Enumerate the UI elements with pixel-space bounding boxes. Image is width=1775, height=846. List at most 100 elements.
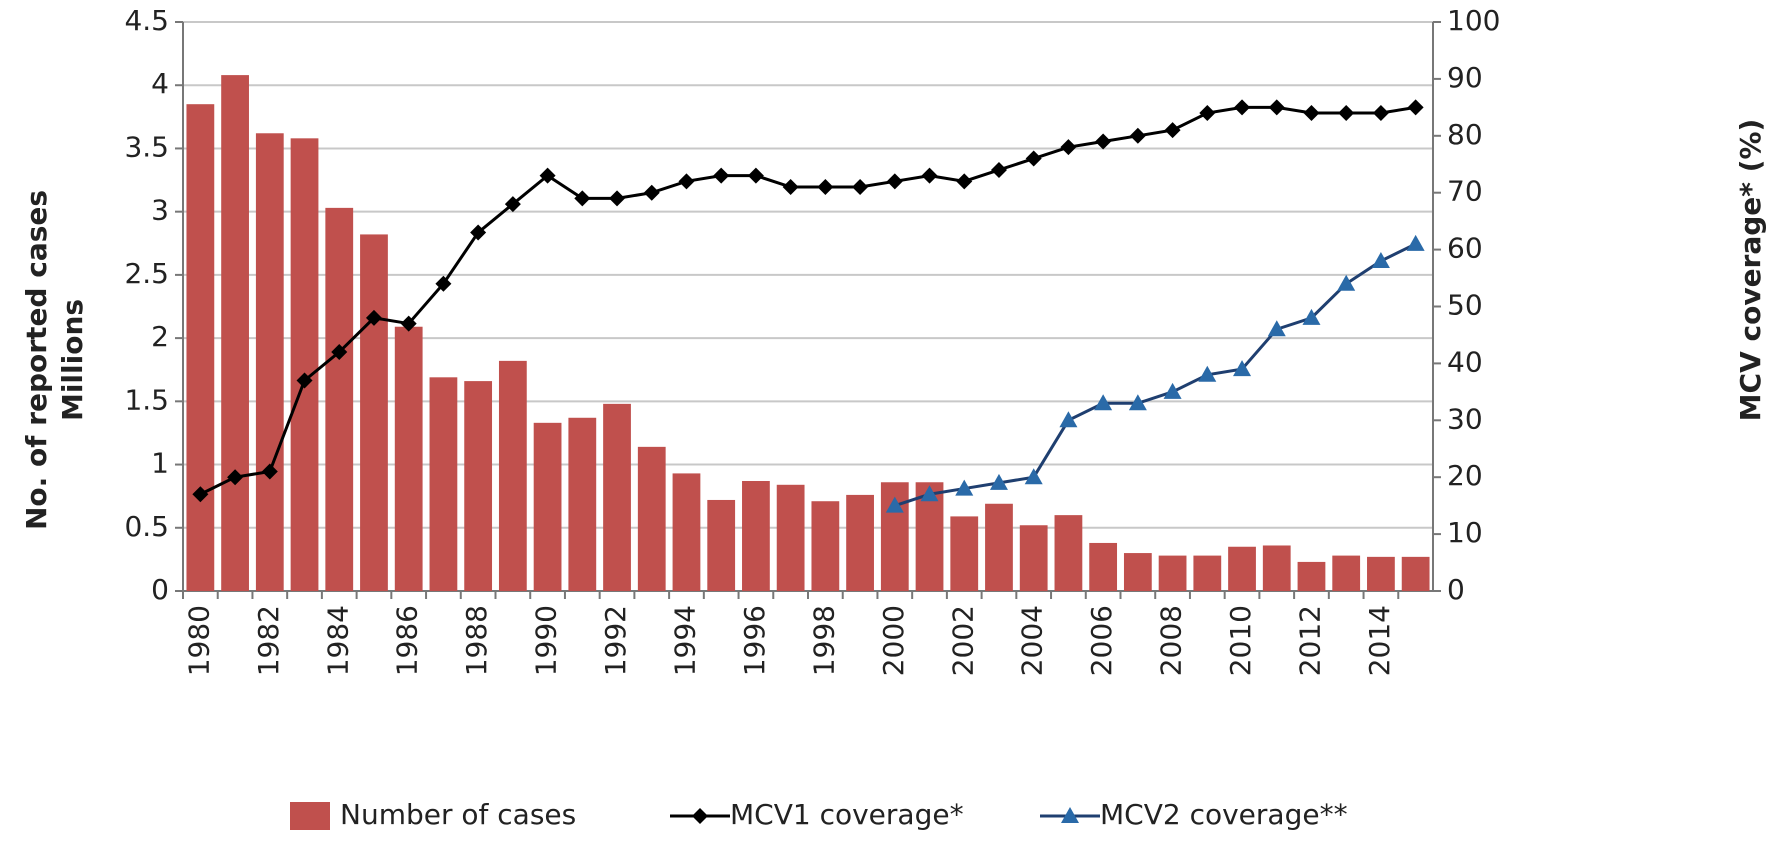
bar <box>1332 555 1361 591</box>
point <box>713 167 730 184</box>
x-tick-label: 1990 <box>530 605 563 676</box>
point <box>643 184 660 201</box>
bar <box>325 207 354 591</box>
point <box>1303 105 1320 122</box>
point <box>885 496 904 513</box>
y2-tick-label: 90 <box>1447 61 1483 94</box>
y-tick-label: 1.5 <box>124 383 169 416</box>
point <box>1198 365 1217 382</box>
point <box>1233 360 1252 377</box>
bar <box>1228 546 1256 591</box>
point <box>609 190 626 207</box>
x-tick-label: 2014 <box>1363 605 1396 676</box>
point <box>192 486 209 503</box>
point <box>365 309 382 326</box>
bar <box>1262 545 1291 591</box>
bar <box>811 501 840 591</box>
x-tick-label: 1992 <box>599 605 632 676</box>
bar <box>290 138 319 591</box>
point <box>1024 468 1043 485</box>
bar <box>742 480 770 591</box>
point <box>990 161 1007 178</box>
point <box>886 173 903 190</box>
y2-tick-label: 40 <box>1447 345 1483 378</box>
point <box>1129 127 1146 144</box>
point <box>1302 308 1321 325</box>
point <box>1061 807 1079 823</box>
bar <box>1089 542 1118 591</box>
point <box>747 167 764 184</box>
point <box>539 167 556 184</box>
point <box>331 344 348 361</box>
y2-tick-label: 10 <box>1447 516 1483 549</box>
bar <box>533 422 562 591</box>
bar <box>1019 525 1048 591</box>
bar <box>985 503 1013 591</box>
point <box>1268 99 1285 116</box>
point <box>296 372 313 389</box>
y2-tick-label: 100 <box>1447 4 1500 37</box>
point <box>1095 133 1112 150</box>
y-tick-label: 4.5 <box>124 4 169 37</box>
x-tick-label: 2000 <box>877 605 910 676</box>
point <box>504 196 521 213</box>
y2-axis-label: MCV coverage* (%) <box>1734 119 1767 422</box>
x-tick-label: 2008 <box>1155 605 1188 676</box>
y-axis-label: No. of reported cases <box>20 190 53 530</box>
point <box>921 167 938 184</box>
point <box>261 463 278 480</box>
point <box>435 275 452 292</box>
y-tick-label: 2.5 <box>124 257 169 290</box>
bar <box>568 417 597 591</box>
bar <box>221 75 249 591</box>
point <box>1267 320 1286 337</box>
point <box>817 179 834 196</box>
point <box>1128 394 1147 411</box>
x-tick-label: 1994 <box>668 605 701 676</box>
point <box>470 224 487 241</box>
point <box>1025 150 1042 167</box>
bar <box>1367 556 1395 591</box>
point <box>1060 139 1077 156</box>
point <box>1163 382 1182 399</box>
x-tick-label: 2010 <box>1224 605 1257 676</box>
bar <box>1193 555 1222 591</box>
point <box>782 179 799 196</box>
x-tick-label: 1998 <box>807 605 840 676</box>
point <box>920 485 939 502</box>
y2-tick-label: 30 <box>1447 402 1483 435</box>
legend-swatch <box>290 802 330 830</box>
point <box>400 315 417 332</box>
x-tick-label: 1996 <box>738 605 771 676</box>
bar <box>186 104 215 591</box>
y-tick-label: 0 <box>151 573 169 606</box>
y-tick-label: 4 <box>151 67 169 100</box>
x-tick-label: 1984 <box>321 605 354 676</box>
x-tick-label: 2006 <box>1085 605 1118 676</box>
point <box>989 473 1008 490</box>
bar <box>429 377 458 591</box>
point <box>1164 122 1181 139</box>
y-axis-label: Millions <box>56 299 89 421</box>
bar <box>394 326 423 591</box>
bar <box>464 381 493 591</box>
bar <box>672 473 701 591</box>
bar <box>603 403 631 591</box>
x-tick-label: 1988 <box>460 605 493 676</box>
y2-tick-label: 80 <box>1447 118 1483 151</box>
point <box>1059 411 1078 428</box>
bar <box>950 516 979 591</box>
point <box>1337 274 1356 291</box>
y2-tick-label: 70 <box>1447 175 1483 208</box>
bar <box>637 446 666 591</box>
point <box>1338 105 1355 122</box>
point <box>574 190 591 207</box>
point <box>1372 105 1389 122</box>
bar <box>255 133 284 591</box>
point <box>955 479 974 496</box>
y2-tick-label: 60 <box>1447 232 1483 265</box>
point <box>692 808 708 824</box>
point <box>1199 105 1216 122</box>
